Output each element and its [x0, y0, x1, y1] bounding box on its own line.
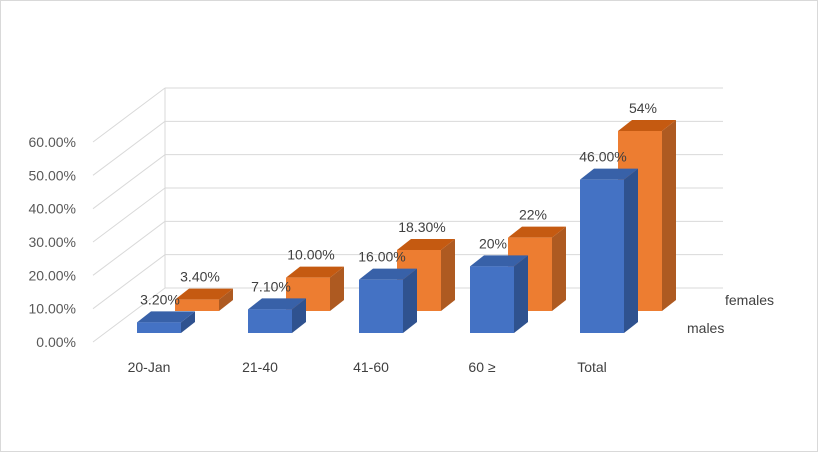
bar-side — [330, 266, 344, 311]
data-label-females: 22% — [519, 207, 547, 223]
gridline-side — [92, 287, 166, 343]
series-label-males: males — [687, 320, 724, 336]
bar-males-20-jan — [137, 311, 195, 333]
data-label-males: 46.00% — [579, 149, 626, 165]
bar-top — [137, 311, 195, 323]
bar-front — [137, 322, 181, 333]
data-label-females: 10.00% — [287, 247, 334, 263]
series-label-females: females — [725, 292, 774, 308]
y-tick-label: 20.00% — [29, 267, 76, 283]
bar-side — [624, 168, 638, 333]
bar-side — [441, 239, 455, 311]
bar-front — [580, 179, 624, 333]
bar-top — [397, 239, 455, 250]
bar-males-41-60 — [359, 268, 417, 333]
bar-side — [514, 255, 528, 333]
y-tick-label: 10.00% — [29, 301, 76, 317]
bar-top — [580, 168, 638, 180]
y-tick-label: 40.00% — [29, 201, 76, 217]
data-labels: 3.40%3.20% 10.00% 7.10% 18.30% 16.00% 22% 20% 5… — [140, 100, 657, 307]
bars-males — [137, 168, 638, 333]
bar-side — [552, 226, 566, 311]
gridline-side — [92, 187, 166, 243]
x-tick-label-20-jan: 20-Jan — [128, 359, 171, 375]
y-axis-ticks: 0.00% 10.00% 20.00% 30.00% 40.00% 50.00% 60.00… — [29, 134, 76, 350]
bar-females-21-40 — [286, 266, 344, 311]
y-tick-label: 0.00% — [36, 334, 76, 350]
bar-males-total — [580, 168, 638, 333]
data-label-males: 20% — [479, 235, 507, 251]
gridline-side — [92, 254, 166, 310]
bar-top — [618, 120, 676, 131]
y-tick-label: 50.00% — [29, 167, 76, 183]
x-axis-categories: 20-Jan 21-40 41-60 60 ≥ Total — [128, 359, 607, 375]
bar-top — [248, 298, 306, 310]
bar-side — [292, 298, 306, 333]
y-tick-label: 30.00% — [29, 234, 76, 250]
x-tick-label-60: 60 ≥ — [468, 359, 495, 375]
data-label-females: 3.40% — [180, 269, 220, 285]
data-label-males: 16.00% — [358, 249, 405, 265]
bar-males-21-40 — [248, 298, 306, 333]
bar-males-60 — [470, 255, 528, 333]
x-tick-label-total: Total — [577, 359, 607, 375]
bar-top — [470, 255, 528, 267]
data-label-males: 7.10% — [251, 278, 291, 294]
bar-front — [359, 279, 403, 333]
data-label-females: 18.30% — [398, 219, 445, 235]
gridline-side — [92, 154, 166, 210]
data-label-females: 54% — [629, 100, 657, 116]
bar-front — [470, 266, 514, 333]
y-tick-label: 60.00% — [29, 134, 76, 150]
x-tick-label-41-60: 41-60 — [353, 359, 389, 375]
bar-side — [181, 311, 195, 333]
x-tick-label-21-40: 21-40 — [242, 359, 278, 375]
bar-side — [662, 120, 676, 311]
bar-females-20-jan — [175, 288, 233, 311]
gridline-side — [92, 220, 166, 276]
bar-top — [359, 268, 417, 280]
data-label-males: 3.20% — [140, 291, 180, 307]
bar-top — [175, 288, 233, 300]
bar-front — [248, 309, 292, 333]
bar-front — [175, 299, 219, 311]
bar-side — [403, 268, 417, 333]
bar-top — [508, 226, 566, 238]
gridline-side — [92, 120, 166, 176]
gridline-side — [92, 87, 166, 143]
bar-top — [286, 266, 344, 278]
bar-side — [219, 288, 233, 311]
